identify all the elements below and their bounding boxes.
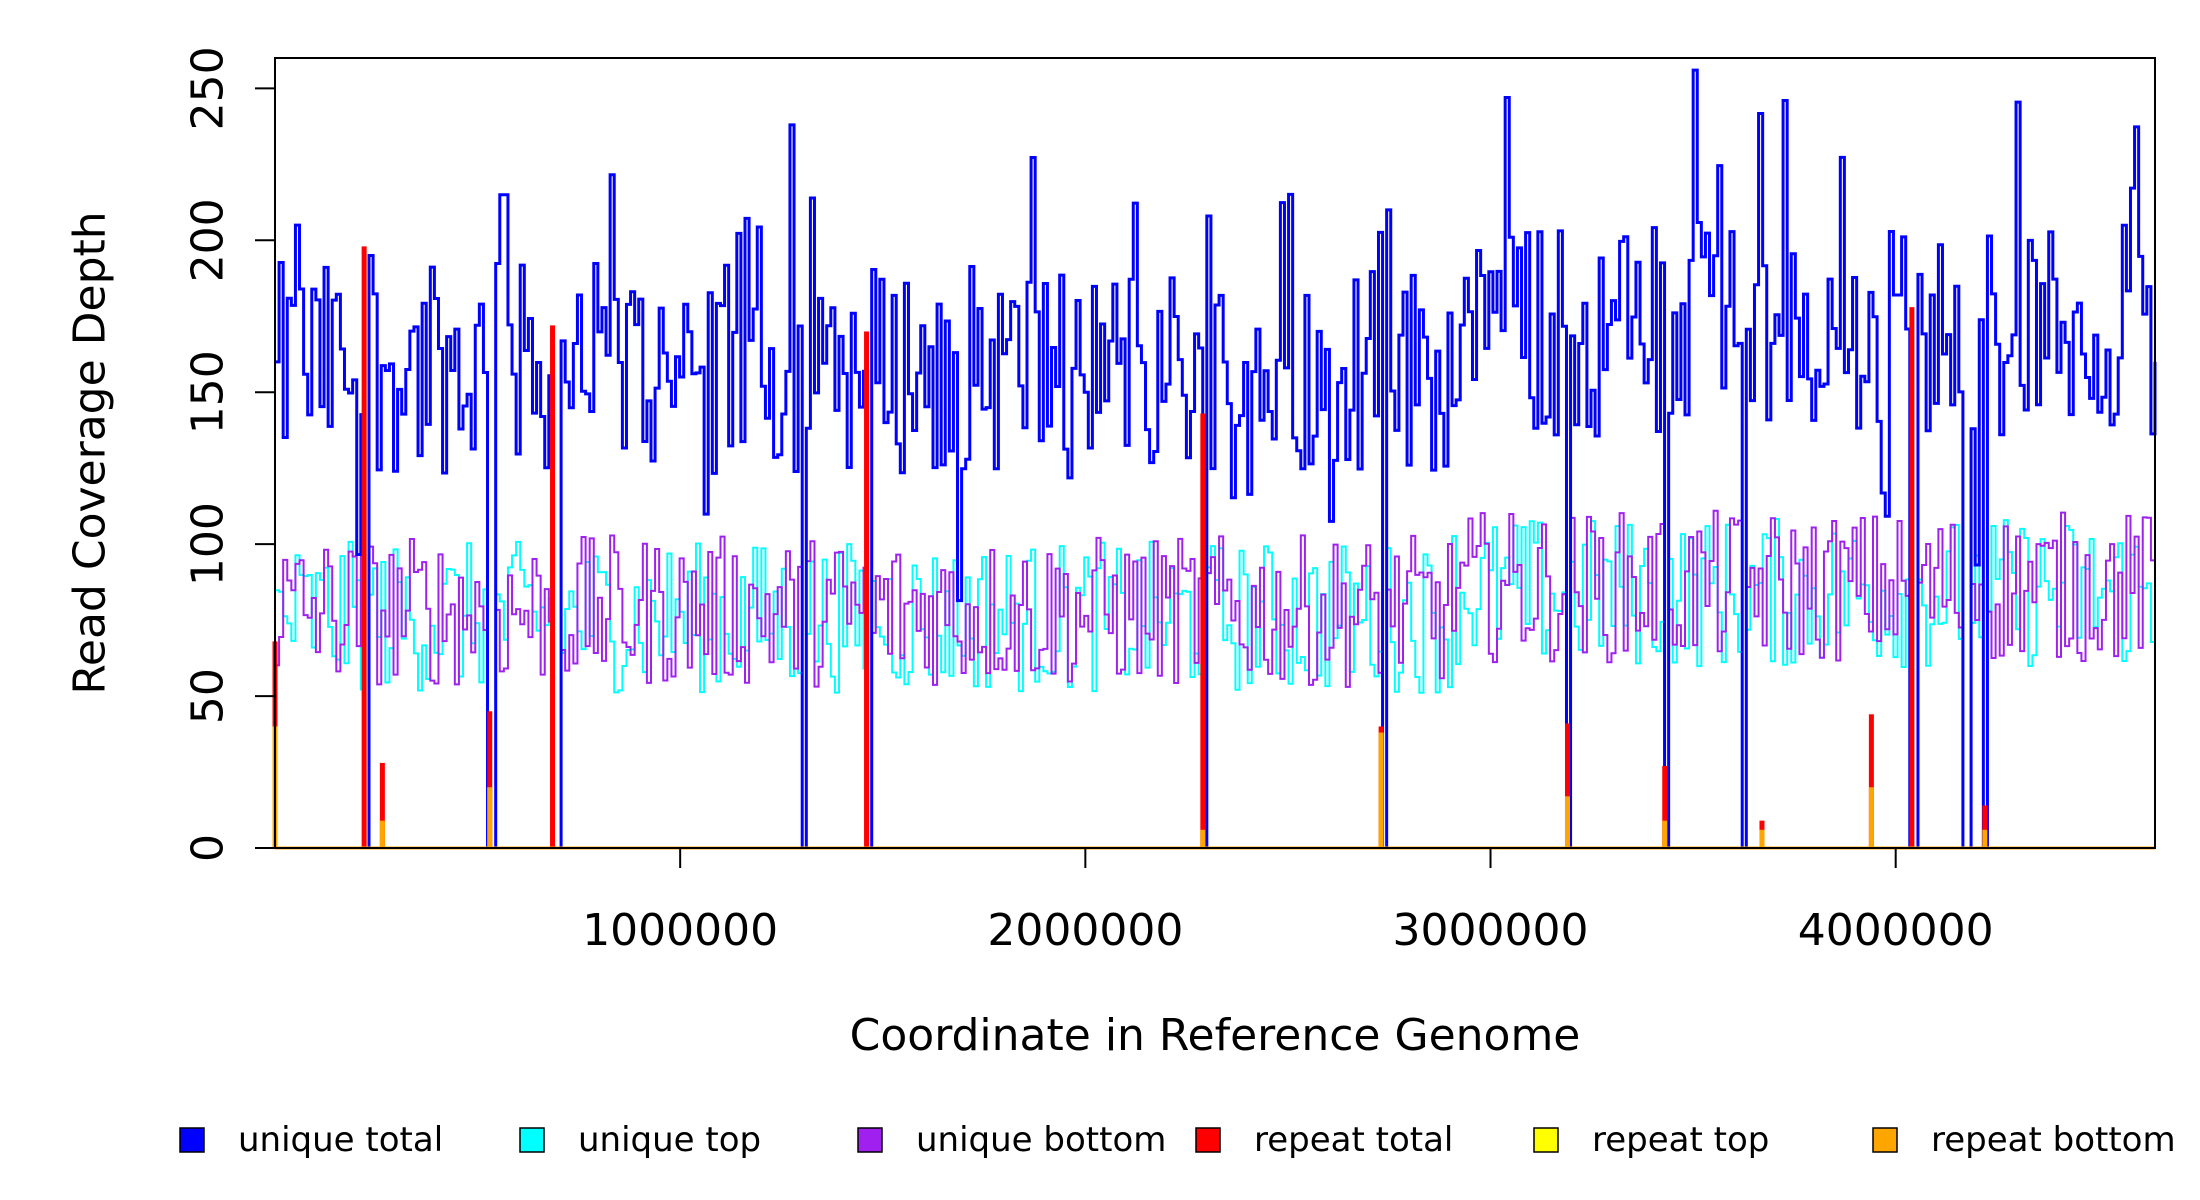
legend-label: unique total: [238, 1120, 443, 1160]
repeat-total-spike: [550, 325, 556, 848]
legend-label: repeat total: [1254, 1120, 1453, 1160]
legend-label: repeat bottom: [1931, 1120, 2176, 1160]
series-line-unique-bottom: [275, 509, 2156, 849]
repeat-total-spike: [487, 711, 493, 848]
repeat-total-spike: [1200, 413, 1206, 848]
legend-swatch: [857, 1127, 883, 1153]
repeat-bottom-spike: [1982, 829, 1988, 848]
y-tick-label: 50: [183, 668, 234, 724]
series-line-unique-total: [275, 68, 2157, 850]
x-tick-label: 4000000: [1798, 905, 1994, 956]
x-axis-label: Coordinate in Reference Genome: [850, 1010, 1581, 1061]
repeat-bottom-spike: [1759, 829, 1765, 848]
legend: unique total unique top unique bottom repea…: [179, 1120, 2176, 1160]
legend-swatch: [519, 1127, 545, 1153]
repeat-bottom-spike: [487, 787, 493, 848]
y-tick-label: 0: [183, 834, 234, 862]
legend-swatch: [179, 1127, 205, 1153]
repeat-bottom-spike: [1378, 732, 1384, 848]
y-tick-label: 200: [183, 198, 234, 282]
repeat-total-spike: [864, 331, 870, 848]
y-tick-label: 100: [183, 502, 234, 586]
series-layer: [272, 68, 2157, 850]
x-tick-label: 1000000: [582, 905, 778, 956]
repeat-total-spike: [1662, 765, 1668, 848]
axes-layer: 0 50 100 150 200 250 1000000 2000000 3000000 4000…: [183, 46, 1994, 956]
y-axis-label: Read Coverage Depth: [65, 211, 116, 694]
x-tick-label: 3000000: [1393, 905, 1589, 956]
legend-swatch: [1533, 1127, 1559, 1153]
repeat-bottom-spike: [1868, 787, 1874, 848]
y-tick-label: 250: [183, 46, 234, 130]
repeat-total-spike: [1909, 307, 1915, 849]
repeat-bottom-spike: [379, 820, 385, 848]
y-tick-label: 150: [183, 350, 234, 434]
repeat-bottom-spike: [1200, 829, 1206, 848]
legend-label: unique top: [578, 1120, 761, 1160]
legend-swatch: [1872, 1127, 1898, 1153]
repeat-total-spike: [1565, 723, 1570, 848]
repeat-total-spike: [379, 762, 385, 848]
repeat-bottom-spike: [1662, 820, 1668, 848]
repeat-total-spike: [1982, 805, 1988, 848]
legend-label: unique bottom: [916, 1120, 1166, 1160]
legend-swatch: [1195, 1127, 1221, 1153]
x-tick-label: 2000000: [987, 905, 1183, 956]
repeat-total-spike: [361, 246, 367, 848]
repeat-bottom-spike: [1565, 796, 1570, 848]
legend-label: repeat top: [1592, 1120, 1769, 1160]
repeat-total-spike: [1868, 714, 1874, 848]
